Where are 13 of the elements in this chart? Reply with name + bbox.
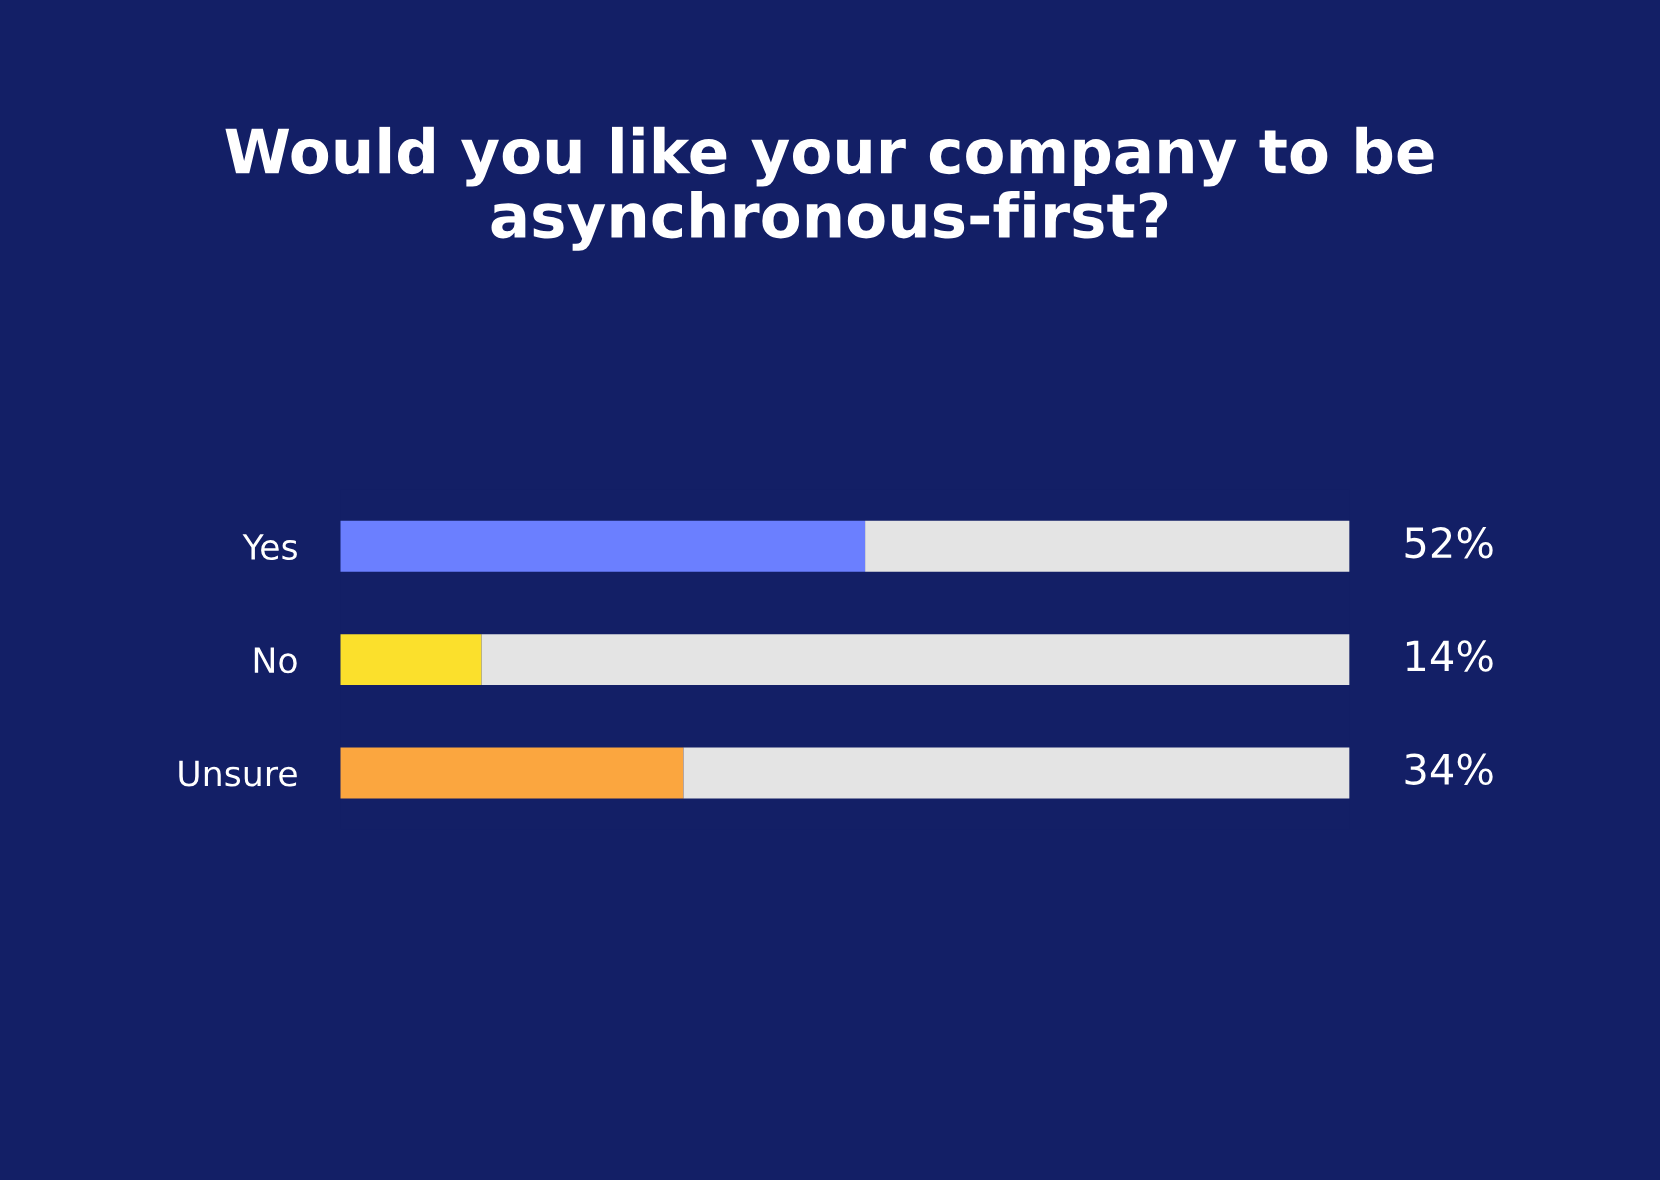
y-tick-label: Unsure: [179, 760, 297, 787]
bar: [340, 634, 482, 686]
data-label: 14%: [1406, 640, 1493, 672]
bar: [865, 520, 1350, 572]
bar: [340, 520, 866, 572]
data-label: 52%: [1405, 526, 1493, 559]
bar: [683, 747, 1350, 799]
y-tick-label: Yes: [242, 534, 297, 561]
y-tick-label: No: [254, 647, 297, 674]
bar: [481, 634, 1350, 686]
data-label: 34%: [1405, 753, 1493, 785]
chart-title: Would you like your company to be asynchronous-first?: [225, 126, 1434, 251]
bar: [340, 747, 684, 799]
